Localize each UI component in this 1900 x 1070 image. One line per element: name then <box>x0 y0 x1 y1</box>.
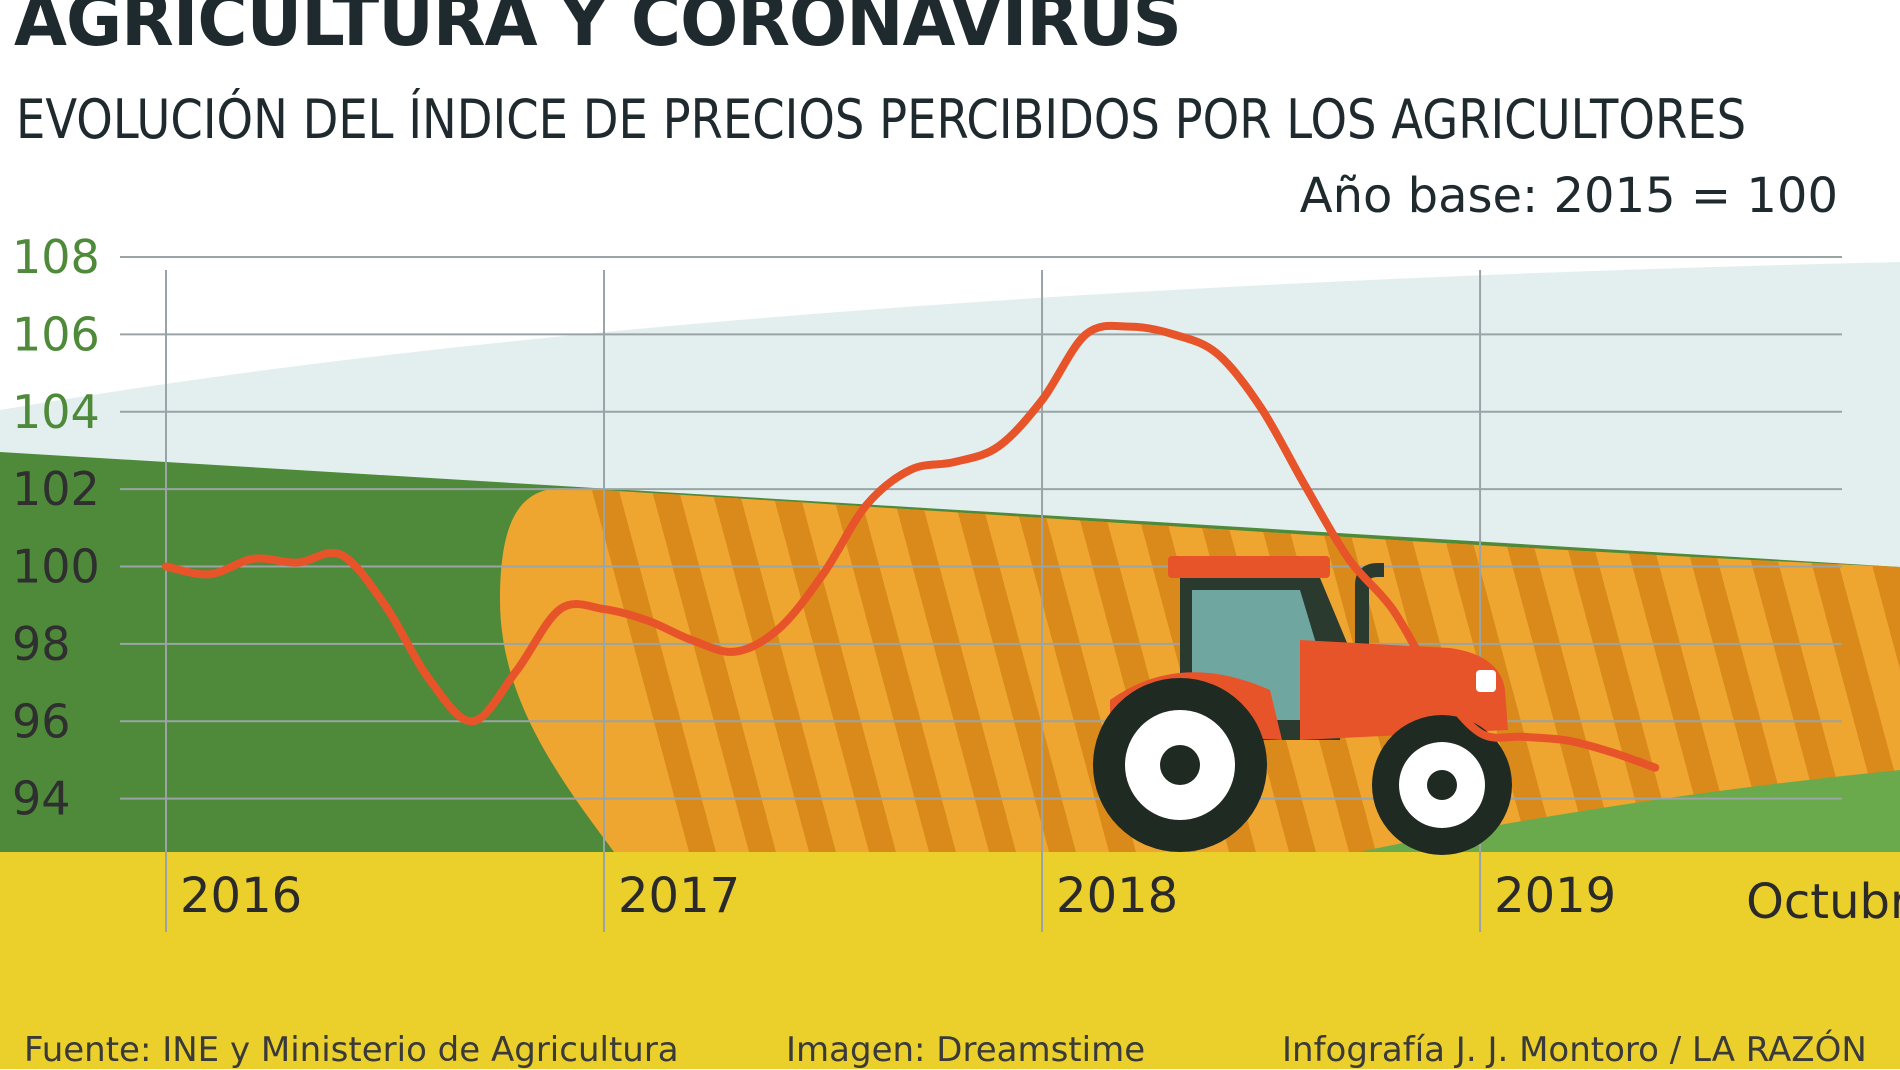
tractor-roof <box>1168 556 1330 578</box>
base-year-note: Año base: 2015 = 100 <box>1299 168 1838 224</box>
data-point <box>907 466 915 474</box>
y-tick-label: 94 <box>12 772 71 826</box>
x-tick-label: 2019 <box>1494 868 1616 924</box>
x-tick-label: 2018 <box>1056 868 1178 924</box>
x-tick-label: 2016 <box>180 868 302 924</box>
field-stripe <box>947 488 1083 860</box>
y-axis-ticks: 108 106 104 102 100 98 96 94 <box>12 230 100 826</box>
data-point <box>381 601 389 609</box>
data-point <box>1126 323 1134 331</box>
data-point <box>206 570 214 578</box>
yellow-ground-band <box>0 852 1900 1069</box>
data-point <box>1169 330 1177 338</box>
x-axis-ticks: 2016 2017 2018 2019 Octubre <box>180 868 1900 930</box>
y-tick-label: 108 <box>12 230 100 284</box>
y-tick-label: 96 <box>12 694 71 748</box>
data-point <box>1651 764 1659 772</box>
y-tick-label: 106 <box>12 307 100 361</box>
y-tick-label: 98 <box>12 617 71 671</box>
data-point <box>950 458 958 466</box>
chart-subtitle: EVOLUCIÓN DEL ÍNDICE DE PRECIOS PERCIBID… <box>16 88 1747 151</box>
data-point <box>600 605 608 613</box>
data-point <box>293 559 301 567</box>
data-point <box>1213 350 1221 358</box>
data-point <box>1038 396 1046 404</box>
data-point <box>1607 748 1615 756</box>
data-point <box>994 443 1002 451</box>
field-stripe <box>587 488 723 860</box>
field-stripe <box>827 488 963 860</box>
data-point <box>1082 330 1090 338</box>
footer-image-credit: Imagen: Dreamstime <box>786 1030 1146 1070</box>
data-point <box>162 563 170 571</box>
chart-title: AGRICULTURA Y CORONAVIRUS <box>14 0 1182 62</box>
data-point <box>1301 481 1309 489</box>
data-point <box>731 648 739 656</box>
tractor-headlight <box>1476 670 1496 692</box>
data-point <box>337 551 345 559</box>
data-point <box>1432 679 1440 687</box>
tractor-front-axle <box>1427 770 1457 800</box>
data-point <box>775 624 783 632</box>
data-point <box>644 617 652 625</box>
field-stripe <box>887 488 1023 860</box>
data-point <box>819 570 827 578</box>
field-stripe <box>647 488 783 860</box>
data-point <box>250 555 258 563</box>
footer-infographic-credit: Infografía J. J. Montoro / LA RAZÓN <box>1282 1030 1867 1070</box>
data-point <box>1520 733 1528 741</box>
x-tick-label: 2017 <box>618 868 740 924</box>
background-illustration <box>0 262 1900 1069</box>
footer-source: Fuente: INE y Ministerio de Agricultura <box>24 1030 679 1070</box>
data-point <box>1476 729 1484 737</box>
data-point <box>1388 605 1396 613</box>
y-tick-label: 104 <box>12 385 100 439</box>
data-point <box>863 501 871 509</box>
series-line-price-index <box>162 321 1660 772</box>
data-point <box>556 605 564 613</box>
x-tick-label: Octubre <box>1746 874 1900 930</box>
data-point <box>1257 404 1265 412</box>
data-point <box>512 667 520 675</box>
data-point <box>1345 555 1353 563</box>
data-point <box>469 717 477 725</box>
field-stripe <box>767 488 903 860</box>
data-point <box>425 675 433 683</box>
data-point <box>688 636 696 644</box>
field-stripe <box>707 488 843 860</box>
data-point <box>1564 737 1572 745</box>
y-tick-label: 102 <box>12 462 100 516</box>
y-tick-label: 100 <box>12 540 100 594</box>
tractor-rear-axle <box>1160 745 1200 785</box>
